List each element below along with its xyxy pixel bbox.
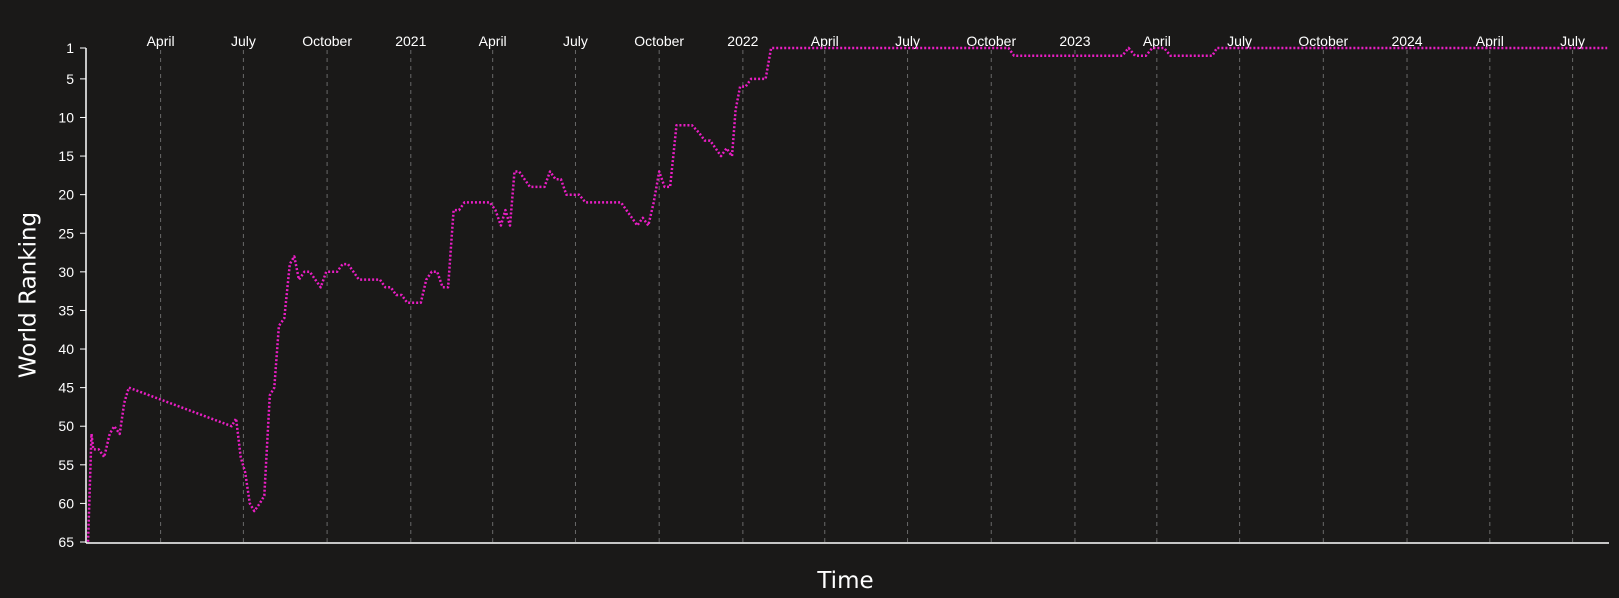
x-tick-label: July xyxy=(1560,33,1585,49)
y-tick-label: 60 xyxy=(58,495,74,511)
y-tick-label: 45 xyxy=(58,380,74,396)
x-tick-label: July xyxy=(1227,33,1252,49)
y-tick-label: 50 xyxy=(58,418,74,434)
y-tick-label: 20 xyxy=(58,187,74,203)
x-tick-labels: April July October 2021 April July October 2022… xyxy=(147,33,1585,49)
y-tick-label: 65 xyxy=(58,534,74,550)
series-line-world-ranking xyxy=(86,46,1608,543)
y-tick-label: 10 xyxy=(58,109,74,125)
x-tick-label: July xyxy=(231,33,256,49)
x-tick-label: April xyxy=(811,33,839,49)
x-tick-label: October xyxy=(302,33,352,49)
x-tick-label: 2024 xyxy=(1391,33,1422,49)
x-tick-label: October xyxy=(966,33,1016,49)
x-tick-label: 2022 xyxy=(727,33,758,49)
grid-layer xyxy=(160,50,1574,543)
axis-layer xyxy=(85,48,1609,544)
x-tick-label: 2021 xyxy=(395,33,426,49)
x-tick-label: April xyxy=(147,33,175,49)
x-axis-title: Time xyxy=(816,568,873,594)
x-tick-label: April xyxy=(1476,33,1504,49)
x-tick-label: April xyxy=(479,33,507,49)
x-tick-label: 2023 xyxy=(1059,33,1090,49)
y-tick-label: 1 xyxy=(66,40,74,56)
y-tick-label: 35 xyxy=(58,302,74,318)
y-tick-label: 40 xyxy=(58,341,74,357)
y-tick-label: 30 xyxy=(58,264,74,280)
y-axis-title: World Ranking xyxy=(16,212,42,378)
y-tick-label: 5 xyxy=(66,71,74,87)
x-tick-label: October xyxy=(634,33,684,49)
series-layer xyxy=(86,46,1608,543)
y-tick-label: 15 xyxy=(58,148,74,164)
x-tick-label: July xyxy=(563,33,588,49)
x-tick-label: April xyxy=(1143,33,1171,49)
y-tick-label: 25 xyxy=(58,225,74,241)
x-tick-label: July xyxy=(895,33,920,49)
x-tick-label: October xyxy=(1298,33,1348,49)
y-tick-label: 55 xyxy=(58,457,74,473)
